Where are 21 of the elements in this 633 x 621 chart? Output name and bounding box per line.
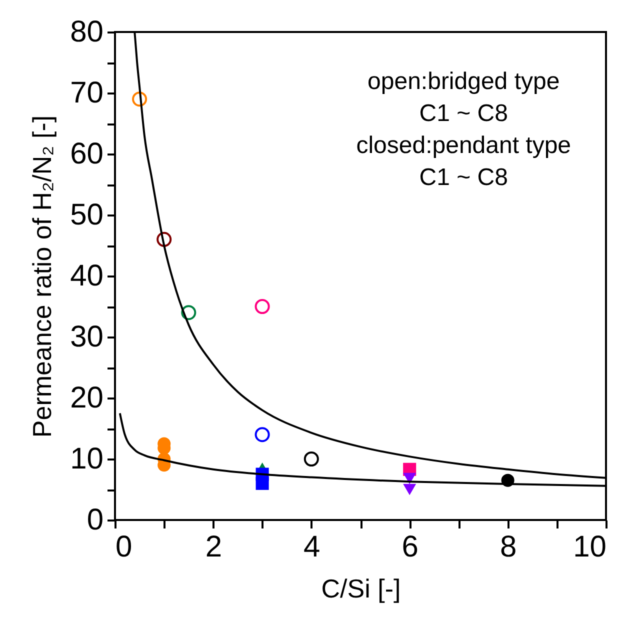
x-axis-title: C/Si [-] <box>321 574 401 604</box>
x-tick-label: 10 <box>573 530 606 564</box>
y-tick-label: 70 <box>70 76 104 110</box>
y-tick-label: 10 <box>70 442 104 476</box>
y-tick-label: 40 <box>70 260 104 292</box>
x-tick-label: 0 <box>116 530 132 564</box>
y-tick-label: 80 <box>70 16 104 48</box>
y-tick-label: 30 <box>70 320 104 354</box>
y-tick-label: 60 <box>70 138 104 170</box>
annotation: open:bridged type <box>368 68 560 95</box>
y-tick-label: 20 <box>70 382 104 414</box>
y-axis-title: Permeance ratio of H₂/N₂ [-] <box>27 115 58 438</box>
annotation: closed:pendant type <box>356 132 572 159</box>
annotation: C1 ~ C8 <box>419 100 508 127</box>
x-tick-label: 6 <box>402 530 418 564</box>
x-tick-label: 4 <box>304 530 320 564</box>
x-tick-label: 8 <box>500 530 517 564</box>
y-tick-label: 0 <box>86 504 104 536</box>
y-tick-label: 50 <box>70 198 104 232</box>
x-tick-label: 2 <box>205 530 222 564</box>
annotation: C1 ~ C8 <box>419 164 508 191</box>
